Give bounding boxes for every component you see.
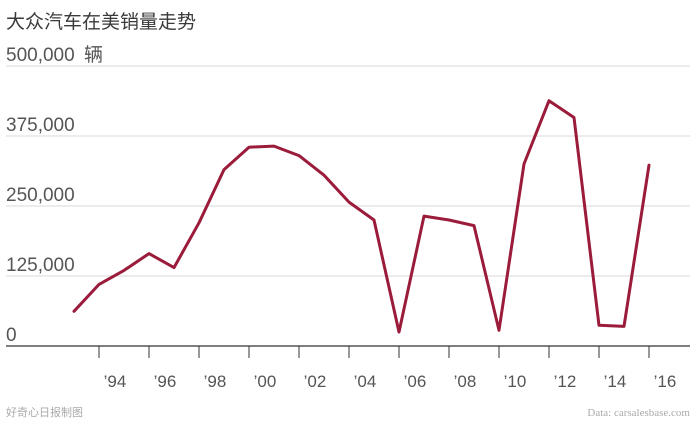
x-tick-label: ’98	[204, 372, 227, 391]
x-tick-label: ’00	[254, 372, 277, 391]
x-tick-label: ’96	[154, 372, 177, 391]
data-source: Data: carsalesbase.com	[587, 407, 690, 419]
x-tick-label: ’14	[604, 372, 627, 391]
x-axis: ’94 ’96 ’98 ’00 ’02 ’04 ’06 ’08 ’10 ’12 ’14 ’16	[98, 346, 677, 391]
gridlines	[6, 65, 690, 347]
x-tick-label: ’02	[304, 372, 327, 391]
x-tick-label: ’94	[104, 372, 127, 391]
y-tick-labels: 0 125,000 250,000 375,000 500,000 辆	[6, 44, 103, 346]
chart-title: 大众汽车在美销量走势	[6, 11, 196, 33]
x-tick-label: ’08	[454, 372, 477, 391]
x-tick-label: ’16	[654, 372, 677, 391]
sales-line	[72, 99, 651, 334]
x-tick-label: ’04	[354, 372, 377, 391]
x-tick-label: ’10	[504, 372, 527, 391]
y-tick-label: 375,000	[6, 115, 75, 136]
y-tick-label: 0	[6, 325, 17, 346]
y-tick-label: 500,000	[6, 45, 75, 66]
y-unit-label: 辆	[84, 44, 103, 66]
y-tick-label: 125,000	[6, 255, 75, 276]
footer-credit: 好奇心日报制图	[6, 405, 83, 419]
x-tick-label: ’06	[404, 372, 427, 391]
y-tick-label: 250,000	[6, 185, 75, 206]
x-tick-label: ’12	[554, 372, 577, 391]
